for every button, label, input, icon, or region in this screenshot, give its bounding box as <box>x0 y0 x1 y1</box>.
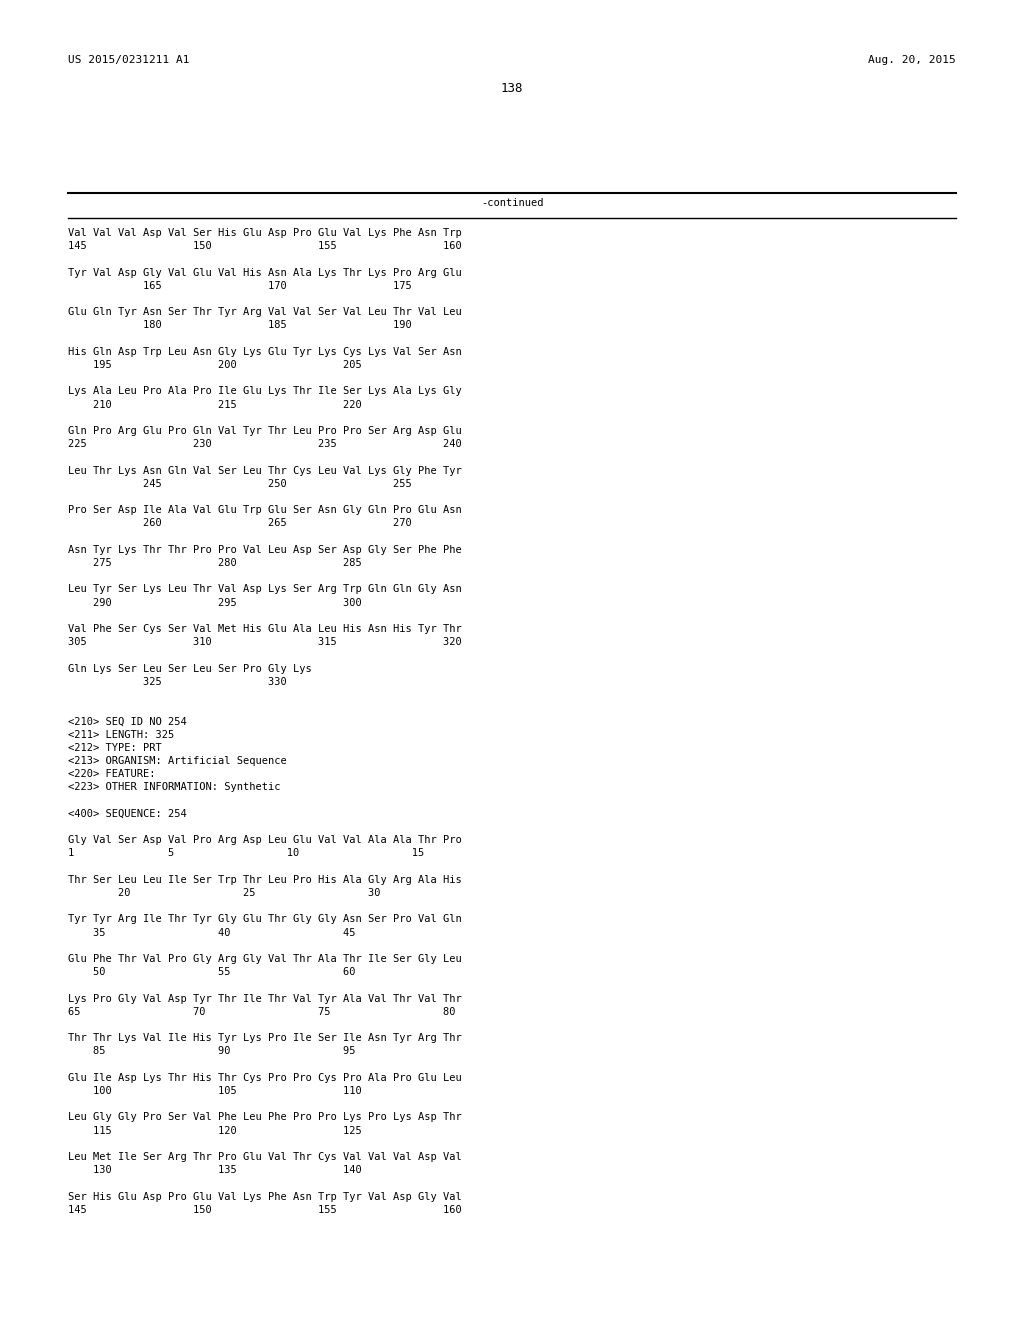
Text: 145                 150                 155                 160: 145 150 155 160 <box>68 242 462 251</box>
Text: 65                  70                  75                  80: 65 70 75 80 <box>68 1007 456 1016</box>
Text: US 2015/0231211 A1: US 2015/0231211 A1 <box>68 55 189 65</box>
Text: Val Val Val Asp Val Ser His Glu Asp Pro Glu Val Lys Phe Asn Trp: Val Val Val Asp Val Ser His Glu Asp Pro … <box>68 228 462 238</box>
Text: Aug. 20, 2015: Aug. 20, 2015 <box>868 55 956 65</box>
Text: Leu Met Ile Ser Arg Thr Pro Glu Val Thr Cys Val Val Val Asp Val: Leu Met Ile Ser Arg Thr Pro Glu Val Thr … <box>68 1152 462 1162</box>
Text: Tyr Val Asp Gly Val Glu Val His Asn Ala Lys Thr Lys Pro Arg Glu: Tyr Val Asp Gly Val Glu Val His Asn Ala … <box>68 268 462 277</box>
Text: 138: 138 <box>501 82 523 95</box>
Text: 275                 280                 285: 275 280 285 <box>68 558 361 568</box>
Text: Val Phe Ser Cys Ser Val Met His Glu Ala Leu His Asn His Tyr Thr: Val Phe Ser Cys Ser Val Met His Glu Ala … <box>68 624 462 634</box>
Text: 180                 185                 190: 180 185 190 <box>68 321 412 330</box>
Text: <220> FEATURE:: <220> FEATURE: <box>68 770 156 779</box>
Text: Gln Lys Ser Leu Ser Leu Ser Pro Gly Lys: Gln Lys Ser Leu Ser Leu Ser Pro Gly Lys <box>68 664 311 673</box>
Text: 245                 250                 255: 245 250 255 <box>68 479 412 488</box>
Text: Lys Ala Leu Pro Ala Pro Ile Glu Lys Thr Ile Ser Lys Ala Lys Gly: Lys Ala Leu Pro Ala Pro Ile Glu Lys Thr … <box>68 387 462 396</box>
Text: Gln Pro Arg Glu Pro Gln Val Tyr Thr Leu Pro Pro Ser Arg Asp Glu: Gln Pro Arg Glu Pro Gln Val Tyr Thr Leu … <box>68 426 462 436</box>
Text: 195                 200                 205: 195 200 205 <box>68 360 361 370</box>
Text: Pro Ser Asp Ile Ala Val Glu Trp Glu Ser Asn Gly Gln Pro Glu Asn: Pro Ser Asp Ile Ala Val Glu Trp Glu Ser … <box>68 506 462 515</box>
Text: -continued: -continued <box>480 198 544 209</box>
Text: <400> SEQUENCE: 254: <400> SEQUENCE: 254 <box>68 809 186 818</box>
Text: 210                 215                 220: 210 215 220 <box>68 400 361 409</box>
Text: Lys Pro Gly Val Asp Tyr Thr Ile Thr Val Tyr Ala Val Thr Val Thr: Lys Pro Gly Val Asp Tyr Thr Ile Thr Val … <box>68 994 462 1003</box>
Text: 165                 170                 175: 165 170 175 <box>68 281 412 290</box>
Text: 85                  90                  95: 85 90 95 <box>68 1047 355 1056</box>
Text: Glu Ile Asp Lys Thr His Thr Cys Pro Pro Cys Pro Ala Pro Glu Leu: Glu Ile Asp Lys Thr His Thr Cys Pro Pro … <box>68 1073 462 1082</box>
Text: Ser His Glu Asp Pro Glu Val Lys Phe Asn Trp Tyr Val Asp Gly Val: Ser His Glu Asp Pro Glu Val Lys Phe Asn … <box>68 1192 462 1201</box>
Text: <211> LENGTH: 325: <211> LENGTH: 325 <box>68 730 174 739</box>
Text: Glu Phe Thr Val Pro Gly Arg Gly Val Thr Ala Thr Ile Ser Gly Leu: Glu Phe Thr Val Pro Gly Arg Gly Val Thr … <box>68 954 462 964</box>
Text: 325                 330: 325 330 <box>68 677 287 686</box>
Text: 115                 120                 125: 115 120 125 <box>68 1126 361 1135</box>
Text: 305                 310                 315                 320: 305 310 315 320 <box>68 638 462 647</box>
Text: <210> SEQ ID NO 254: <210> SEQ ID NO 254 <box>68 717 186 726</box>
Text: <223> OTHER INFORMATION: Synthetic: <223> OTHER INFORMATION: Synthetic <box>68 783 281 792</box>
Text: 1               5                  10                  15: 1 5 10 15 <box>68 849 424 858</box>
Text: 260                 265                 270: 260 265 270 <box>68 519 412 528</box>
Text: Thr Ser Leu Leu Ile Ser Trp Thr Leu Pro His Ala Gly Arg Ala His: Thr Ser Leu Leu Ile Ser Trp Thr Leu Pro … <box>68 875 462 884</box>
Text: His Gln Asp Trp Leu Asn Gly Lys Glu Tyr Lys Cys Lys Val Ser Asn: His Gln Asp Trp Leu Asn Gly Lys Glu Tyr … <box>68 347 462 356</box>
Text: Tyr Tyr Arg Ile Thr Tyr Gly Glu Thr Gly Gly Asn Ser Pro Val Gln: Tyr Tyr Arg Ile Thr Tyr Gly Glu Thr Gly … <box>68 915 462 924</box>
Text: Glu Gln Tyr Asn Ser Thr Tyr Arg Val Val Ser Val Leu Thr Val Leu: Glu Gln Tyr Asn Ser Thr Tyr Arg Val Val … <box>68 308 462 317</box>
Text: 145                 150                 155                 160: 145 150 155 160 <box>68 1205 462 1214</box>
Text: 50                  55                  60: 50 55 60 <box>68 968 355 977</box>
Text: <212> TYPE: PRT: <212> TYPE: PRT <box>68 743 162 752</box>
Text: <213> ORGANISM: Artificial Sequence: <213> ORGANISM: Artificial Sequence <box>68 756 287 766</box>
Text: 225                 230                 235                 240: 225 230 235 240 <box>68 440 462 449</box>
Text: 130                 135                 140: 130 135 140 <box>68 1166 361 1175</box>
Text: Gly Val Ser Asp Val Pro Arg Asp Leu Glu Val Val Ala Ala Thr Pro: Gly Val Ser Asp Val Pro Arg Asp Leu Glu … <box>68 836 462 845</box>
Text: 35                  40                  45: 35 40 45 <box>68 928 355 937</box>
Text: 290                 295                 300: 290 295 300 <box>68 598 361 607</box>
Text: 20                  25                  30: 20 25 30 <box>68 888 381 898</box>
Text: Leu Gly Gly Pro Ser Val Phe Leu Phe Pro Pro Lys Pro Lys Asp Thr: Leu Gly Gly Pro Ser Val Phe Leu Phe Pro … <box>68 1113 462 1122</box>
Text: Leu Thr Lys Asn Gln Val Ser Leu Thr Cys Leu Val Lys Gly Phe Tyr: Leu Thr Lys Asn Gln Val Ser Leu Thr Cys … <box>68 466 462 475</box>
Text: Thr Thr Lys Val Ile His Tyr Lys Pro Ile Ser Ile Asn Tyr Arg Thr: Thr Thr Lys Val Ile His Tyr Lys Pro Ile … <box>68 1034 462 1043</box>
Text: Leu Tyr Ser Lys Leu Thr Val Asp Lys Ser Arg Trp Gln Gln Gly Asn: Leu Tyr Ser Lys Leu Thr Val Asp Lys Ser … <box>68 585 462 594</box>
Text: 100                 105                 110: 100 105 110 <box>68 1086 361 1096</box>
Text: Asn Tyr Lys Thr Thr Pro Pro Val Leu Asp Ser Asp Gly Ser Phe Phe: Asn Tyr Lys Thr Thr Pro Pro Val Leu Asp … <box>68 545 462 554</box>
